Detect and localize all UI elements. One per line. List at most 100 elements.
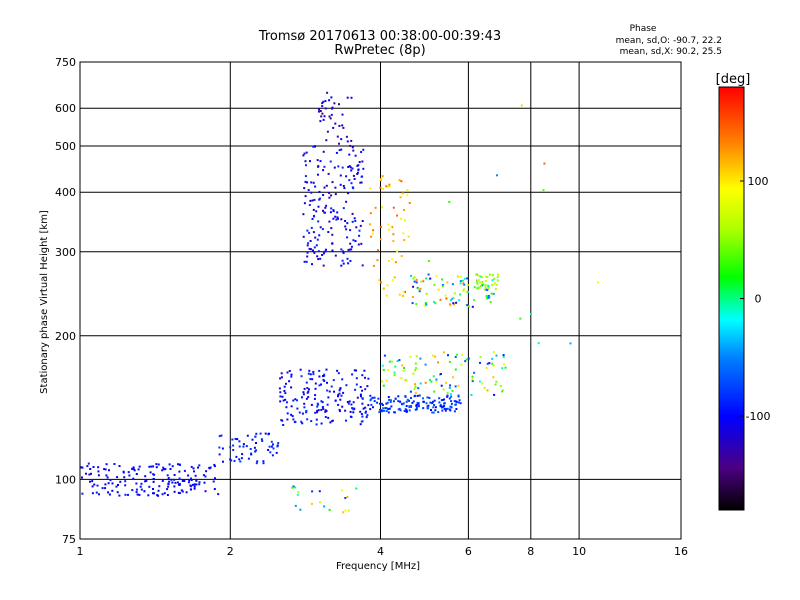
- echo-point: [455, 301, 458, 304]
- echo-point: [368, 223, 371, 226]
- echo-point: [322, 169, 325, 172]
- echo-point: [218, 435, 221, 438]
- echo-point: [167, 477, 170, 479]
- echo-point: [314, 394, 317, 397]
- echo-point: [352, 174, 355, 177]
- echo-point: [218, 446, 221, 449]
- chart-title: Tromsø 20170613 00:38:00-00:39:43: [258, 29, 501, 44]
- echo-point: [109, 479, 112, 482]
- echo-point: [238, 440, 241, 443]
- echo-point: [324, 206, 327, 209]
- echo-point: [321, 401, 324, 404]
- echo-point: [440, 384, 443, 387]
- echo-point: [190, 477, 192, 480]
- echo-point: [459, 280, 462, 283]
- echo-point: [343, 187, 346, 190]
- echo-point: [434, 302, 437, 305]
- echo-point: [193, 487, 196, 490]
- echo-point: [306, 418, 309, 421]
- echo-point: [144, 475, 147, 478]
- echo-point: [135, 473, 138, 475]
- echo-point: [177, 463, 179, 466]
- echo-point: [190, 479, 193, 481]
- echo-point: [454, 356, 457, 358]
- echo-point: [250, 452, 253, 455]
- echo-point: [372, 406, 374, 409]
- echo-point: [484, 288, 487, 291]
- echo-point: [143, 490, 146, 493]
- echo-point: [376, 259, 379, 262]
- echo-point: [212, 480, 215, 483]
- echo-point: [234, 437, 237, 440]
- echo-point: [353, 217, 356, 220]
- echo-point: [336, 369, 339, 372]
- echo-point: [487, 296, 490, 299]
- echo-point: [448, 360, 451, 363]
- echo-point: [362, 148, 365, 151]
- echo-point: [284, 392, 287, 395]
- echo-point: [325, 410, 328, 413]
- echo-point: [213, 463, 216, 466]
- echo-point: [80, 466, 83, 469]
- echo-point: [400, 255, 403, 258]
- echo-point: [178, 492, 181, 495]
- echo-point: [387, 369, 390, 371]
- echo-point: [324, 107, 327, 110]
- echo-point: [249, 448, 252, 450]
- echo-point: [476, 279, 479, 282]
- echo-point: [487, 295, 490, 297]
- echo-point: [255, 449, 258, 452]
- echo-point: [486, 389, 489, 392]
- echo-point: [382, 407, 385, 410]
- echo-point: [331, 242, 334, 245]
- echo-point: [171, 465, 174, 468]
- echo-point: [378, 279, 381, 282]
- echo-point: [483, 288, 486, 291]
- echo-point: [393, 371, 396, 374]
- echo-point: [283, 385, 286, 388]
- echo-point: [311, 490, 314, 493]
- echo-point: [253, 446, 256, 449]
- echo-point: [437, 411, 440, 414]
- echo-point: [358, 229, 361, 232]
- echo-point: [501, 367, 504, 370]
- echo-point: [324, 416, 327, 418]
- echo-point: [471, 380, 474, 383]
- echo-point: [412, 277, 415, 280]
- echo-point: [340, 218, 343, 221]
- echo-point: [328, 192, 331, 194]
- echo-point: [170, 478, 173, 481]
- echo-point: [335, 151, 338, 154]
- echo-point: [239, 460, 242, 463]
- echo-point: [349, 242, 352, 245]
- echo-point: [382, 287, 385, 290]
- y-tick-label: 200: [55, 330, 76, 343]
- echo-point: [164, 468, 167, 471]
- echo-point: [301, 412, 304, 415]
- echo-point: [328, 508, 331, 511]
- echo-point: [136, 493, 139, 496]
- echo-point: [322, 378, 325, 381]
- echo-point: [342, 262, 345, 265]
- echo-point: [361, 420, 364, 423]
- echo-point: [338, 408, 341, 411]
- echo-point: [232, 449, 235, 451]
- echo-point: [467, 357, 470, 360]
- echo-point: [361, 374, 364, 377]
- echo-point: [439, 373, 442, 375]
- echo-point: [312, 181, 315, 184]
- echo-point: [410, 397, 412, 399]
- echo-point: [411, 296, 414, 298]
- echo-point: [238, 445, 241, 448]
- echo-point: [411, 302, 414, 305]
- echo-point: [369, 212, 372, 215]
- colorbar-tick-label: 100: [748, 175, 769, 188]
- echo-point: [373, 400, 376, 403]
- echo-point: [482, 283, 485, 286]
- echo-point: [441, 285, 444, 288]
- x-tick-label: 1: [77, 545, 84, 558]
- echo-point: [350, 182, 353, 185]
- echo-point: [328, 220, 331, 223]
- echo-point: [496, 174, 498, 177]
- echo-point: [314, 145, 316, 148]
